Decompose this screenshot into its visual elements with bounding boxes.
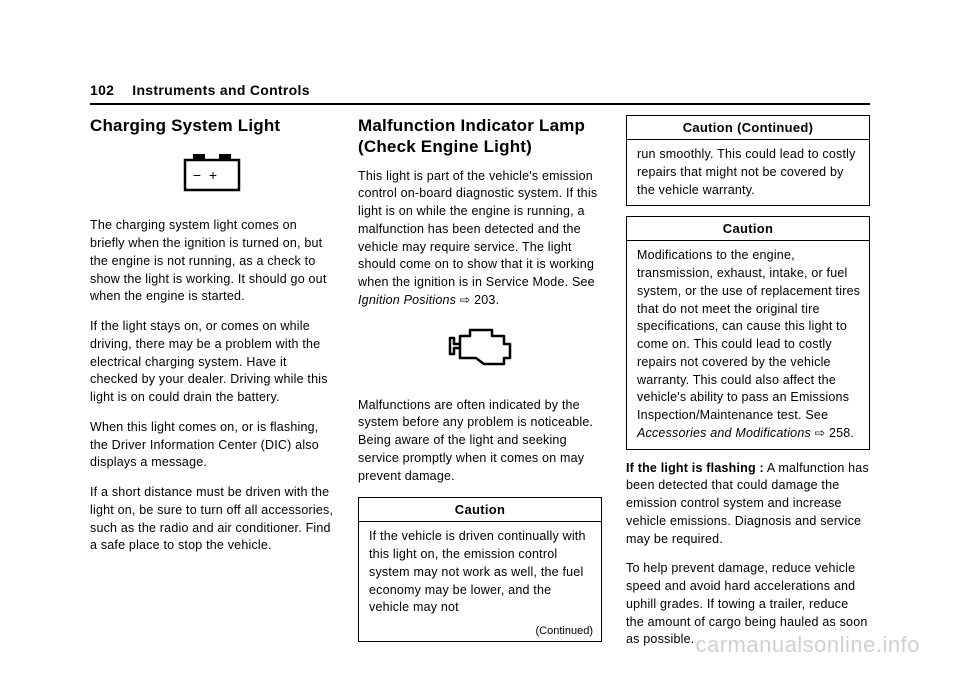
caution-box-2: Caution Modifications to the engine, tra… (626, 216, 870, 449)
column-2: Malfunction Indicator Lamp (Check Engine… (358, 115, 602, 661)
check-engine-icon (444, 324, 516, 374)
col3-p1: If the light is flashing : A malfunction… (626, 460, 870, 549)
col1-p3: When this light comes on, or is flashing… (90, 419, 334, 472)
battery-icon-container: − + (90, 150, 334, 199)
col2-p1-link: ⇨ 203 (456, 293, 495, 307)
page-number: 102 (90, 82, 114, 98)
charging-system-heading: Charging System Light (90, 115, 334, 136)
caution-box-1: Caution If the vehicle is driven continu… (358, 497, 602, 642)
caution-1-continued: (Continued) (359, 623, 601, 641)
col2-p1-text-b: . (496, 293, 500, 307)
caution-2-body-b: . (850, 426, 854, 440)
watermark: carmanualsonline.info (695, 632, 920, 658)
column-1: Charging System Light − + The charging s… (90, 115, 334, 661)
col2-p1: This light is part of the vehicle's emis… (358, 168, 602, 310)
battery-icon: − + (181, 150, 243, 194)
chapter-title: Instruments and Controls (132, 82, 310, 98)
caution-2-header: Caution (627, 217, 869, 241)
col1-p2: If the light stays on, or comes on while… (90, 318, 334, 407)
caution-2-body: Modifications to the engine, transmissio… (627, 241, 869, 448)
col2-p1-text-a: This light is part of the vehicle's emis… (358, 169, 597, 290)
page-header: 102 Instruments and Controls (90, 82, 870, 105)
col2-p1-italic: Ignition Positions (358, 293, 456, 307)
col1-p4: If a short distance must be driven with … (90, 484, 334, 555)
caution-cont-body: run smoothly. This could lead to costly … (627, 140, 869, 205)
page-content: 102 Instruments and Controls Charging Sys… (0, 0, 960, 661)
svg-text:−: − (193, 167, 201, 183)
column-3: Caution (Continued) run smoothly. This c… (626, 115, 870, 661)
caution-1-body: If the vehicle is driven continually wit… (359, 522, 601, 623)
svg-text:+: + (209, 167, 217, 183)
col3-p1-bold: If the light is flashing : (626, 461, 764, 475)
caution-2-body-link: ⇨ 258 (811, 426, 850, 440)
caution-cont-header: Caution (Continued) (627, 116, 869, 140)
caution-1-header: Caution (359, 498, 601, 522)
malfunction-heading: Malfunction Indicator Lamp (Check Engine… (358, 115, 602, 158)
caution-2-body-a: Modifications to the engine, transmissio… (637, 248, 860, 422)
col1-p1: The charging system light comes on brief… (90, 217, 334, 306)
caution-2-body-italic: Accessories and Modifications (637, 426, 811, 440)
columns-container: Charging System Light − + The charging s… (90, 115, 870, 661)
col2-p2: Malfunctions are often indicated by the … (358, 397, 602, 486)
caution-box-continued: Caution (Continued) run smoothly. This c… (626, 115, 870, 206)
engine-icon-container (358, 324, 602, 379)
